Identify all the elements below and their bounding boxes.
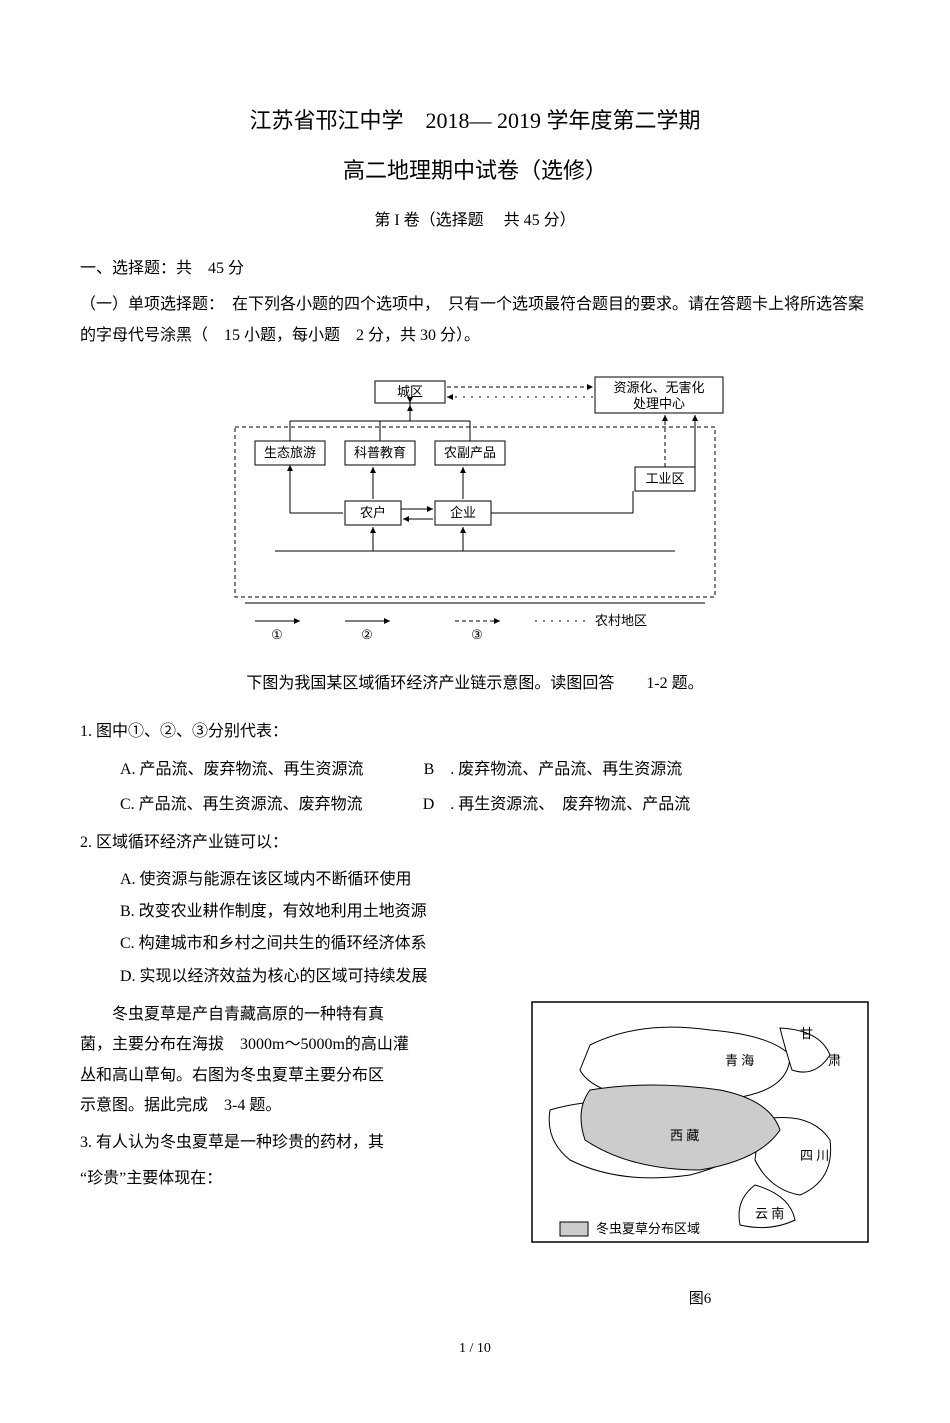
node-edu: 科普教育 [354,445,406,460]
section-heading: 一、选择题：共 45 分 [80,254,870,284]
node-center-l2: 处理中心 [633,396,685,411]
label-xizang: 西 藏 [670,1128,699,1143]
q3-stem2: “珍贵”主要体现在： [80,1164,510,1194]
subtitle: 第 I 卷（选择题 共 45 分） [80,206,870,236]
map-caption: 图6 [530,1285,870,1314]
q2-opt-c: C. 构建城市和乡村之间共生的循环经济体系 [120,929,870,959]
passage2-l1: 冬虫夏草是产自青藏高原的一种特有真 [80,1000,510,1030]
q2-stem: 2. 区域循环经济产业链可以： [80,828,870,858]
legend-rural: 农村地区 [595,613,647,628]
q2-opt-d: D. 实现以经济效益为核心的区域可持续发展 [120,962,870,992]
title-line2: 高二地理期中试卷（选修） [80,150,870,192]
section-instructions: （一）单项选择题： 在下列各小题的四个选项中， 只有一个选项最符合题目的要求。请… [80,290,870,351]
label-qinghai: 青 海 [725,1053,754,1068]
title-line1: 江苏省邗江中学 2018— 2019 学年度第二学期 [80,100,870,142]
label-gansu: 甘 [800,1026,813,1041]
passage2-l2: 菌，主要分布在海拔 3000m～5000m的高山灌 [80,1030,510,1060]
label-su: 肃 [828,1053,841,1068]
q2-opt-b: B. 改变农业耕作制度，有效地利用土地资源 [120,897,870,927]
node-city: 城区 [397,384,423,399]
passage2-l4: 示意图。据此完成 3-4 题。 [80,1091,510,1121]
legend-3: ③ [471,627,483,642]
diagram-1: 城区 资源化、无害化 处理中心 生态旅游 科普教育 农副产品 工业区 农户 企业 [80,371,870,662]
q1-stem: 1. 图中①、②、③分别代表： [80,717,870,747]
q1-opt-c: C. 产品流、再生资源流、废弃物流 [120,790,363,820]
q2-opt-a: A. 使资源与能源在该区域内不断循环使用 [120,865,870,895]
page-number: 1 / 10 [80,1336,870,1363]
diagram1-caption: 下图为我国某区域循环经济产业链示意图。读图回答 1-2 题。 [80,669,870,699]
node-industry: 工业区 [645,471,684,486]
q3-stem: 3. 有人认为冬虫夏草是一种珍贵的药材，其 [80,1128,510,1158]
label-yunnan: 云 南 [755,1206,784,1221]
legend-2: ② [361,627,373,642]
map-legend: 冬虫夏草分布区域 [596,1221,700,1236]
node-center-l1: 资源化、无害化 [613,380,704,395]
q1-opt-a: A. 产品流、废弃物流、再生资源流 [120,755,364,785]
node-agri: 农副产品 [444,445,496,460]
q1-opt-b: B . 废弃物流、产品流、再生资源流 [424,755,683,785]
map-figure: 甘 肃 青 海 西 藏 四 川 云 南 冬虫夏草分布区域 图6 [530,1000,870,1314]
node-farmer: 农户 [360,505,386,520]
node-enterprise: 企业 [450,505,476,520]
passage2-l3: 丛和高山草甸。右图为冬虫夏草主要分布区 [80,1061,510,1091]
q1-opt-d: D . 再生资源流、 废弃物流、产品流 [423,790,691,820]
label-sichuan: 四 川 [800,1148,829,1163]
legend-1: ① [271,627,283,642]
node-eco: 生态旅游 [264,445,316,460]
